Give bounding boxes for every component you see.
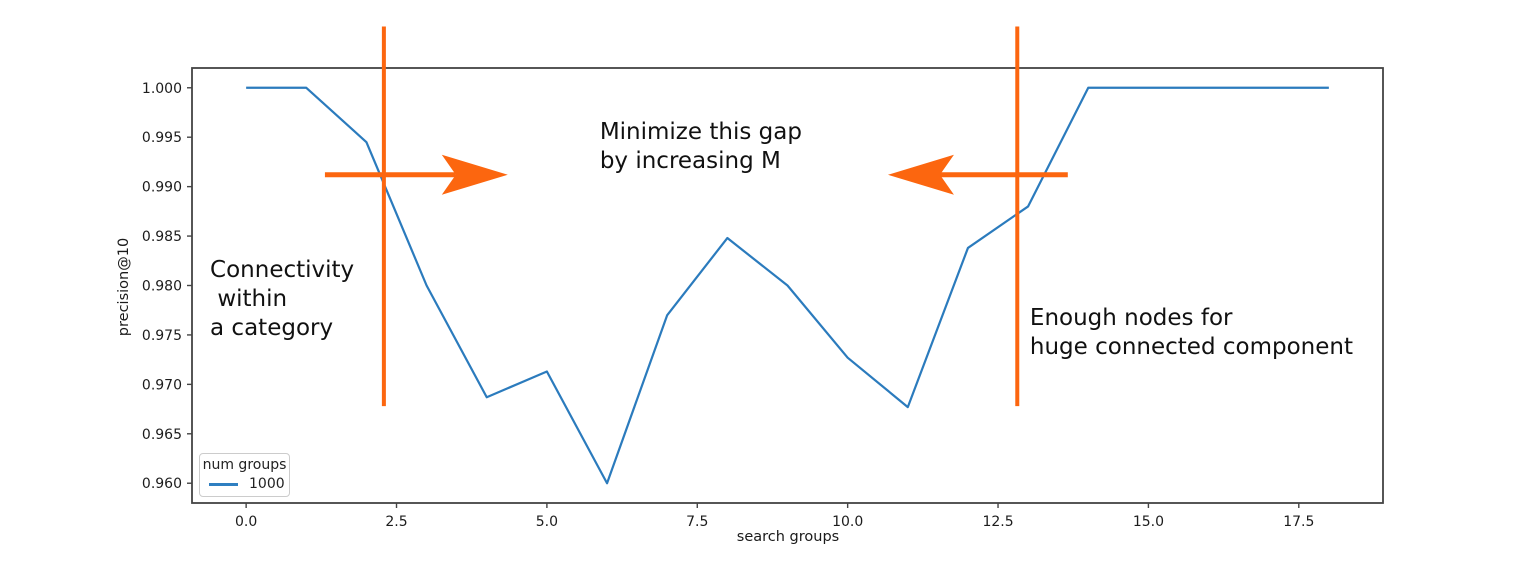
- y-tick-label: 0.960: [142, 476, 182, 492]
- x-tick-label: 0.0: [235, 514, 257, 530]
- x-axis-label: search groups: [736, 529, 840, 545]
- y-tick-label: 0.980: [142, 279, 182, 295]
- y-tick-label: 0.990: [142, 180, 182, 196]
- data-line-1000: [246, 86, 1329, 485]
- annotation-minimize-gap: Minimize this gap by increasing M: [599, 119, 802, 175]
- x-tick-label: 17.5: [1283, 514, 1314, 530]
- legend: num groups 1000: [199, 453, 290, 497]
- legend-title: num groups: [202, 457, 287, 473]
- annotation-enough-nodes: Enough nodes for huge connected componen…: [1029, 305, 1353, 361]
- y-tick-label: 0.970: [142, 377, 182, 393]
- annotation-arrowhead-right: [441, 154, 508, 195]
- y-tick-label: 0.975: [142, 328, 182, 344]
- y-axis-label: precision@10: [116, 237, 132, 337]
- annotation-connectivity: Connectivity within a category: [210, 256, 355, 341]
- legend-entry: 1000: [200, 476, 289, 492]
- legend-entry-label: 1000: [249, 476, 285, 492]
- y-tick-label: 0.965: [142, 427, 182, 443]
- x-tick-label: 10.0: [832, 514, 863, 530]
- legend-line-swatch: [209, 482, 238, 486]
- y-tick-label: 0.985: [142, 229, 182, 245]
- y-tick-label: 0.995: [142, 130, 182, 146]
- x-tick-label: 5.0: [536, 514, 558, 530]
- x-tick-label: 12.5: [982, 514, 1013, 530]
- y-tick-label: 1.000: [142, 81, 182, 97]
- x-tick-label: 15.0: [1133, 514, 1164, 530]
- x-tick-label: 7.5: [686, 514, 708, 530]
- annotation-arrowhead-left: [887, 154, 954, 195]
- x-tick-label: 2.5: [385, 514, 407, 530]
